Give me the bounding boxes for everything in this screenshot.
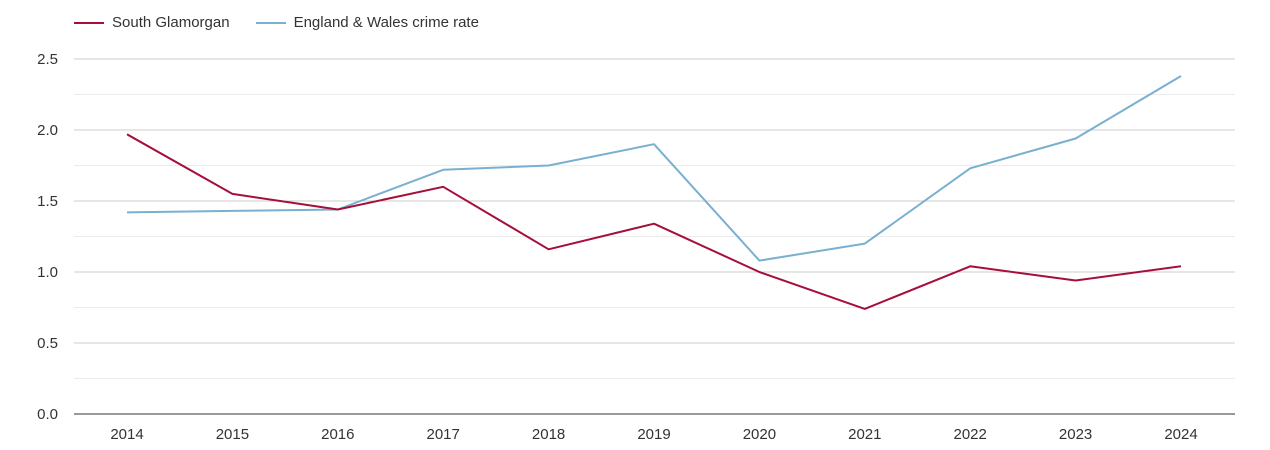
legend-label-england-wales: England & Wales crime rate bbox=[293, 14, 479, 31]
y-tick-label: 2.0 bbox=[37, 122, 58, 139]
y-tick-label: 0.5 bbox=[37, 335, 58, 352]
series-line-england-wales bbox=[126, 75, 1182, 262]
legend-label-south-glamorgan: South Glamorgan bbox=[112, 14, 230, 31]
y-tick-label: 1.0 bbox=[37, 264, 58, 281]
x-tick-label: 2020 bbox=[743, 426, 776, 443]
x-tick-label: 2019 bbox=[637, 426, 670, 443]
x-tick-label: 2017 bbox=[427, 426, 460, 443]
legend-swatch-south-glamorgan bbox=[74, 21, 104, 24]
x-tick-label: 2015 bbox=[216, 426, 249, 443]
legend-item-south-glamorgan[interactable]: South Glamorgan bbox=[74, 14, 230, 31]
y-tick-label: 2.5 bbox=[37, 51, 58, 68]
x-tick-label: 2018 bbox=[532, 426, 565, 443]
x-tick-label: 2023 bbox=[1059, 426, 1092, 443]
x-tick-label: 2014 bbox=[110, 426, 143, 443]
legend-item-england-wales[interactable]: England & Wales crime rate bbox=[255, 14, 479, 31]
y-tick-label: 1.5 bbox=[37, 193, 58, 210]
x-tick-label: 2024 bbox=[1164, 426, 1197, 443]
x-tick-label: 2016 bbox=[321, 426, 354, 443]
x-tick-label: 2021 bbox=[848, 426, 881, 443]
series-line-south-glamorgan bbox=[126, 133, 1182, 310]
x-tick-label: 2022 bbox=[954, 426, 987, 443]
legend: South Glamorgan England & Wales crime ra… bbox=[74, 14, 505, 31]
legend-swatch-england-wales bbox=[255, 21, 286, 24]
y-tick-label: 0.0 bbox=[37, 406, 58, 423]
